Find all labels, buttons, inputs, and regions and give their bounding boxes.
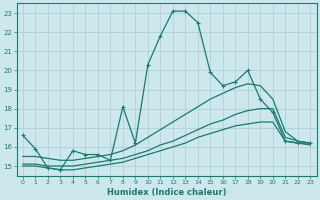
X-axis label: Humidex (Indice chaleur): Humidex (Indice chaleur) <box>107 188 226 197</box>
